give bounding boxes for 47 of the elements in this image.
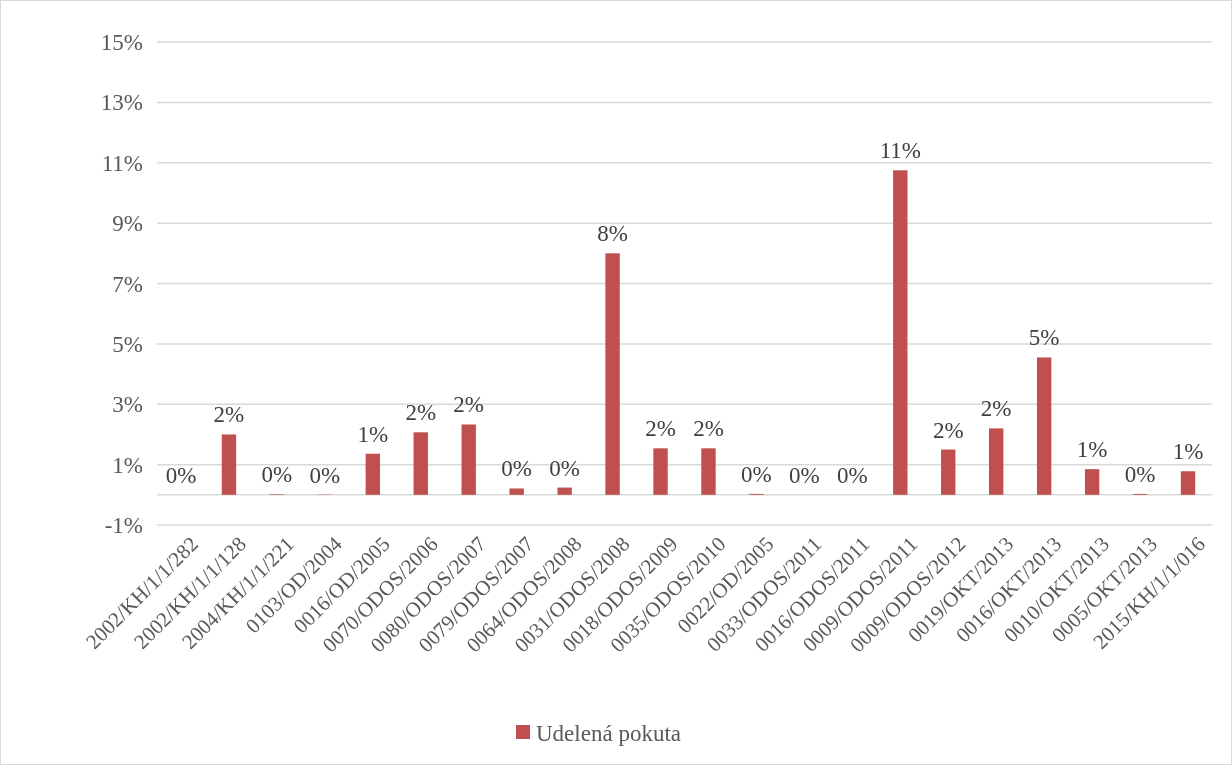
y-tick-label: 7% — [112, 271, 143, 297]
bar — [413, 432, 428, 495]
data-label: 1% — [1172, 439, 1204, 465]
data-label: 2% — [693, 416, 724, 442]
y-tick-label: 5% — [112, 331, 143, 357]
data-label: 5% — [1028, 325, 1060, 351]
bar — [893, 170, 908, 495]
bar — [1084, 469, 1100, 495]
data-label: 0% — [549, 455, 580, 481]
y-tick-label: 11% — [101, 150, 143, 176]
data-label: 2% — [980, 396, 1012, 422]
y-tick-label: 13% — [100, 90, 143, 116]
bar — [1180, 471, 1196, 495]
data-label: 1% — [357, 421, 389, 447]
y-tick-label: 3% — [112, 392, 143, 418]
bar — [221, 434, 237, 495]
y-tick-label: -1% — [104, 513, 143, 539]
data-label: 0% — [165, 462, 197, 488]
data-label: 1% — [1076, 437, 1108, 463]
bar — [509, 488, 524, 495]
data-label: 2% — [453, 392, 485, 418]
data-label: 0% — [501, 456, 532, 482]
data-label: 0% — [261, 462, 293, 488]
data-label: 2% — [932, 417, 964, 443]
data-label: 2% — [645, 416, 676, 442]
y-tick-label: 9% — [112, 211, 143, 237]
bar — [365, 453, 380, 495]
y-tick-label: 1% — [112, 452, 143, 478]
bar — [461, 424, 476, 495]
bar — [653, 448, 668, 495]
data-label: 0% — [309, 462, 341, 488]
data-label: 0% — [741, 461, 772, 487]
bar — [557, 487, 572, 495]
legend-label: Udelená pokuta — [536, 721, 681, 747]
bar — [701, 448, 716, 495]
bar — [989, 428, 1004, 495]
data-label: 8% — [597, 221, 628, 247]
data-label: 0% — [1124, 461, 1156, 487]
bar — [605, 253, 620, 495]
data-label: 0% — [789, 462, 820, 488]
data-label: 11% — [879, 138, 921, 164]
data-label: 0% — [837, 462, 868, 488]
bar — [1036, 357, 1052, 495]
data-label: 2% — [213, 402, 245, 428]
data-label: 2% — [405, 400, 437, 426]
bar — [941, 449, 956, 495]
y-tick-label: 15% — [100, 30, 143, 56]
